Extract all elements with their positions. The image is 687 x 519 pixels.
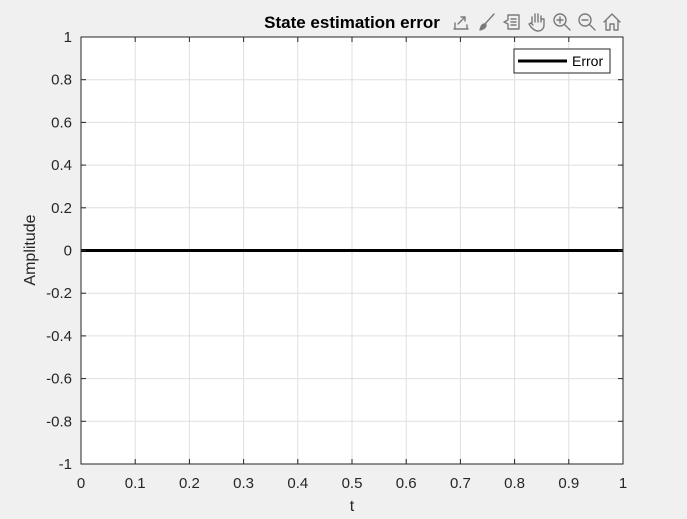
x-tick-label: 0.1 <box>125 475 146 492</box>
axes-toolbar <box>451 12 622 32</box>
pan-hand-icon[interactable] <box>527 12 547 32</box>
y-tick-labels: -1 -0.8 -0.6 -0.4 -0.2 0 0.2 0.4 0.6 0.8 1 <box>46 29 72 473</box>
y-tick-label: 0.4 <box>51 157 72 174</box>
x-tick-label: 1 <box>619 475 627 492</box>
x-tick-label: 0.9 <box>558 475 579 492</box>
x-axis-label: t <box>350 498 355 515</box>
zoom-out-icon[interactable] <box>577 12 597 32</box>
export-icon[interactable] <box>451 12 471 32</box>
y-tick-label: 0 <box>64 243 72 260</box>
legend-entry-error: Error <box>572 53 603 69</box>
x-tick-label: 0.7 <box>450 475 471 492</box>
x-tick-labels: 0 0.1 0.2 0.3 0.4 0.5 0.6 0.7 0.8 0.9 1 <box>77 475 627 492</box>
brush-icon[interactable] <box>477 12 497 32</box>
x-tick-label: 0.8 <box>504 475 525 492</box>
x-tick-label: 0.4 <box>287 475 308 492</box>
y-axis-label: Amplitude <box>22 214 39 285</box>
y-tick-label: -1 <box>59 456 72 473</box>
y-tick-label: 1 <box>64 29 72 46</box>
home-icon[interactable] <box>602 12 622 32</box>
x-tick-label: 0.2 <box>179 475 200 492</box>
y-tick-label: 0.8 <box>51 72 72 89</box>
legend[interactable]: Error <box>513 48 611 74</box>
tick-marks <box>80 36 624 465</box>
data-tips-icon[interactable] <box>502 12 522 32</box>
y-tick-label: -0.8 <box>46 413 72 430</box>
x-tick-label: 0 <box>77 475 85 492</box>
y-tick-label: 0.2 <box>51 200 72 217</box>
zoom-in-icon[interactable] <box>552 12 572 32</box>
y-tick-label: -0.4 <box>46 328 72 345</box>
y-tick-label: 0.6 <box>51 114 72 131</box>
y-tick-label: -0.2 <box>46 285 72 302</box>
chart-title: State estimation error <box>264 13 440 32</box>
x-tick-label: 0.6 <box>396 475 417 492</box>
y-tick-label: -0.6 <box>46 371 72 388</box>
x-tick-label: 0.3 <box>233 475 254 492</box>
x-tick-label: 0.5 <box>342 475 363 492</box>
